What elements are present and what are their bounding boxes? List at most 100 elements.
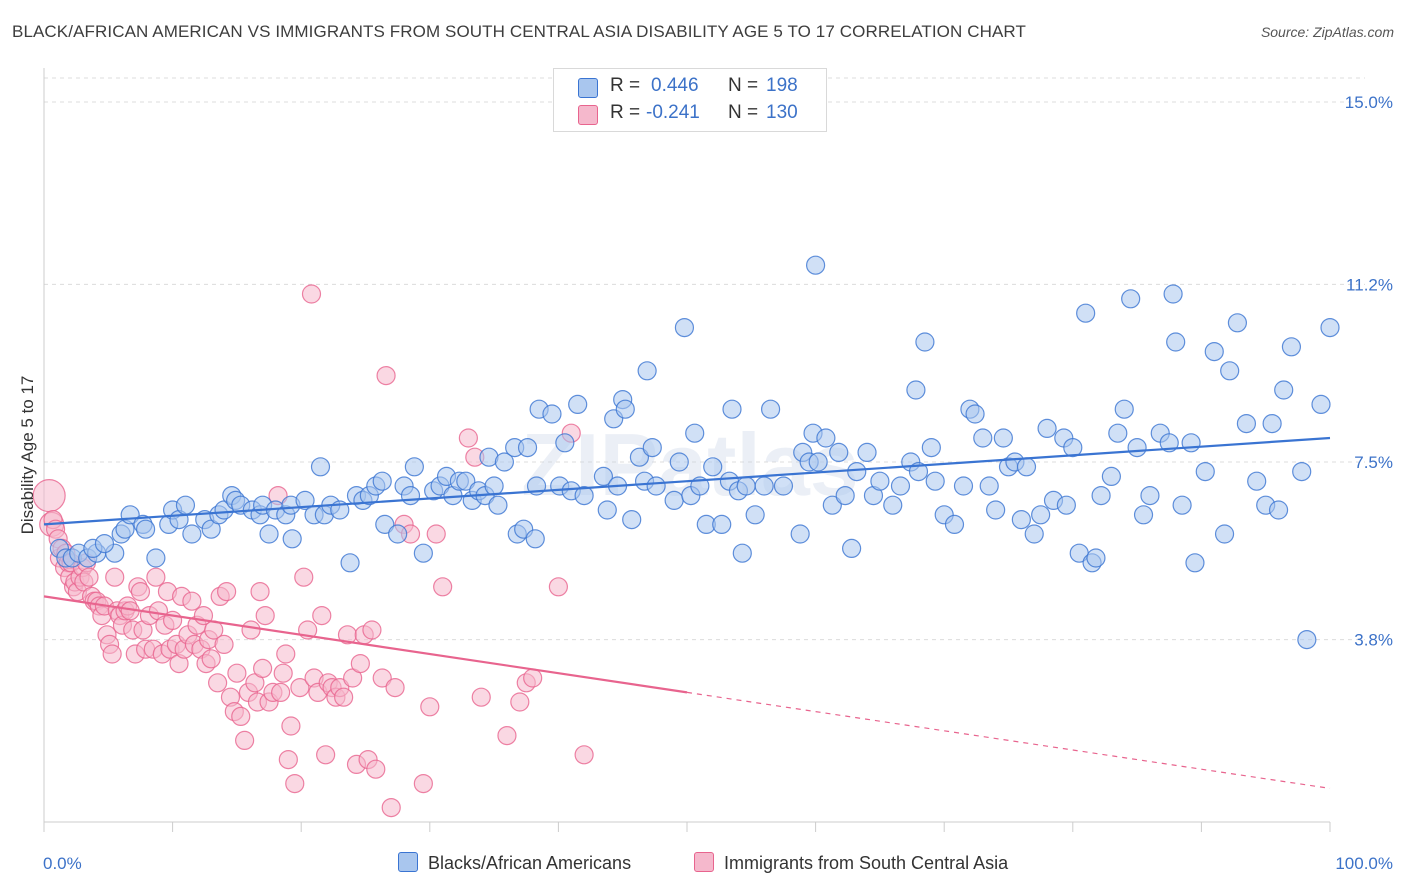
blue-point	[1195, 462, 1215, 482]
pink-point	[285, 773, 305, 794]
pink-point	[316, 745, 336, 765]
gridlines	[44, 77, 1365, 641]
blue-point	[1204, 342, 1224, 362]
blue-point	[921, 438, 941, 458]
blue-point	[745, 505, 765, 525]
blue-point	[1172, 495, 1192, 515]
pink-point	[312, 605, 332, 626]
blue-point	[790, 524, 810, 544]
pink-point	[420, 697, 440, 717]
blue-point	[1108, 423, 1128, 443]
blue-point	[629, 447, 650, 467]
blue-point	[973, 428, 993, 448]
pink-point	[376, 366, 396, 386]
legend-n-value-pink: 130	[766, 102, 798, 123]
blue-point	[525, 529, 545, 549]
blue-point	[542, 404, 562, 424]
blue-point	[736, 476, 756, 496]
blue-point	[993, 428, 1013, 448]
pink-point	[208, 673, 228, 693]
pink-point	[381, 797, 401, 818]
x-tick-label: 100.0%	[1335, 854, 1393, 873]
bottom-legend-swatch-blue	[398, 852, 418, 872]
blue-trend-line	[43, 436, 1331, 526]
blue-point	[674, 318, 695, 338]
pink-point	[350, 653, 370, 674]
blue-point	[646, 476, 666, 496]
pink-point	[471, 687, 491, 707]
blue-point	[664, 490, 684, 510]
blue-point	[805, 255, 826, 275]
pink-point	[294, 567, 314, 587]
blue-point	[1121, 289, 1141, 309]
blue-point	[842, 538, 862, 559]
pink-point	[241, 620, 261, 640]
pink-point	[255, 605, 275, 626]
blue-point	[1185, 553, 1205, 573]
pink-point	[235, 730, 255, 751]
pink-point	[278, 749, 298, 770]
blue-point	[593, 466, 614, 486]
blue-point	[925, 471, 945, 491]
blue-point	[597, 500, 617, 520]
blue-point	[400, 486, 421, 506]
blue-point	[259, 524, 279, 544]
blue-point	[1262, 414, 1282, 434]
blue-point	[1227, 313, 1248, 333]
blue-point	[1016, 457, 1037, 477]
blue-point	[732, 543, 752, 563]
correlation-legend: R = 0.446 N = 198 R = -0.241 N = 130	[553, 68, 827, 132]
pink-point	[130, 581, 151, 602]
blue-point	[1220, 361, 1240, 381]
pink-point	[231, 706, 251, 727]
pink-point	[523, 668, 543, 688]
blue-point	[1236, 414, 1257, 434]
blue-point	[1297, 629, 1317, 650]
blue-point	[375, 514, 395, 535]
blue-point	[1086, 548, 1106, 568]
pink-series	[32, 284, 594, 818]
blue-point	[1133, 505, 1154, 525]
blue-point	[822, 495, 842, 515]
blue-series	[49, 255, 1340, 650]
pink-point	[385, 677, 405, 698]
pink-point	[458, 428, 478, 448]
blue-point	[182, 524, 202, 544]
blue-point	[1063, 438, 1083, 458]
chart-title: BLACK/AFRICAN AMERICAN VS IMMIGRANTS FRO…	[12, 22, 1026, 41]
blue-point	[722, 399, 742, 419]
blue-point	[494, 452, 514, 472]
blue-point	[1159, 433, 1179, 453]
bottom-legend-label-pink: Immigrants from South Central Asia	[724, 853, 1009, 873]
blue-point	[1281, 337, 1302, 357]
pink-point	[32, 479, 66, 513]
blue-point	[1163, 284, 1183, 304]
pink-point	[497, 725, 517, 746]
pink-point	[217, 581, 237, 602]
pink-point	[102, 644, 122, 664]
blue-point	[1127, 438, 1147, 458]
bottom-legend-swatch-pink	[694, 852, 714, 872]
blue-point	[372, 471, 392, 491]
blue-point	[1031, 505, 1051, 525]
pink-point	[79, 567, 99, 587]
blue-point	[1268, 500, 1289, 520]
y-tick-label: 3.8%	[1354, 631, 1393, 650]
blue-point	[847, 462, 867, 482]
pink-point	[201, 649, 221, 669]
blue-point	[870, 471, 890, 491]
blue-point	[1076, 303, 1096, 323]
blue-point	[517, 438, 538, 458]
blue-point	[94, 533, 115, 554]
blue-point	[906, 380, 926, 400]
blue-point	[1214, 524, 1235, 544]
blue-point	[1320, 318, 1340, 338]
legend-n-label: N =	[728, 102, 759, 123]
legend-swatch-blue	[578, 78, 598, 98]
pink-point	[433, 577, 453, 597]
pink-point	[362, 620, 382, 640]
legend-swatch-pink	[578, 105, 598, 125]
blue-point	[754, 476, 774, 496]
blue-point	[915, 332, 935, 352]
